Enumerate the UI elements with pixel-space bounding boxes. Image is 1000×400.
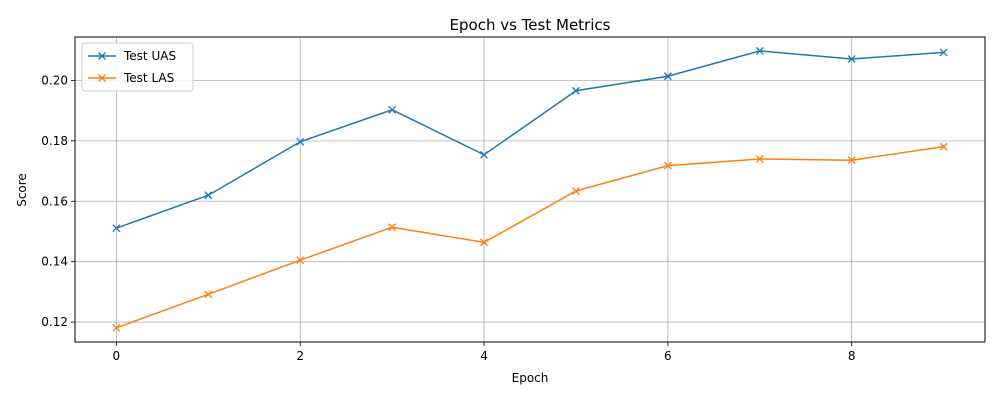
data-point xyxy=(571,187,580,195)
data-point xyxy=(663,72,672,81)
data-point xyxy=(296,256,305,265)
legend-marker xyxy=(98,52,106,60)
x-axis-label: Epoch xyxy=(512,371,549,385)
legend-box xyxy=(81,42,194,92)
series-line-1 xyxy=(116,145,944,329)
data-point xyxy=(847,156,856,165)
data-point xyxy=(204,191,213,200)
data-point xyxy=(571,86,580,95)
series-layer xyxy=(112,46,948,332)
data-point xyxy=(939,48,948,57)
x-tick-label: 0 xyxy=(113,349,121,363)
data-point xyxy=(388,223,397,232)
y-axis-label: Score xyxy=(15,173,29,207)
x-axis: 0 2 4 6 8 xyxy=(113,342,856,363)
legend-marker xyxy=(98,74,106,82)
y-tick-label: 0.16 xyxy=(41,194,68,208)
y-tick-label: 0.20 xyxy=(41,73,68,87)
data-point xyxy=(847,55,856,64)
y-tick-label: 0.12 xyxy=(41,315,68,329)
data-point xyxy=(480,150,489,159)
data-point xyxy=(755,46,764,55)
legend-label: Test UAS xyxy=(123,49,176,63)
y-tick-label: 0.14 xyxy=(41,255,68,269)
y-axis: 0.12 0.14 0.16 0.18 0.20 xyxy=(41,73,75,329)
data-point xyxy=(663,161,672,170)
data-point xyxy=(204,290,213,299)
data-point xyxy=(388,105,397,114)
grid xyxy=(75,37,985,342)
legend-label: Test LAS xyxy=(123,71,174,85)
y-tick-label: 0.18 xyxy=(41,134,68,148)
x-tick-label: 8 xyxy=(848,349,856,363)
data-point xyxy=(480,238,489,247)
data-point xyxy=(296,137,305,146)
series-line-0 xyxy=(116,50,944,229)
data-point xyxy=(755,155,764,163)
chart-title: Epoch vs Test Metrics xyxy=(450,16,611,34)
plot-frame xyxy=(74,36,986,343)
data-point xyxy=(939,142,948,151)
x-tick-label: 4 xyxy=(480,349,488,363)
x-tick-label: 2 xyxy=(296,349,304,363)
data-point xyxy=(112,323,121,332)
legend: Test UAS Test LAS xyxy=(81,42,194,92)
x-tick-label: 6 xyxy=(664,349,672,363)
data-point xyxy=(112,224,121,233)
